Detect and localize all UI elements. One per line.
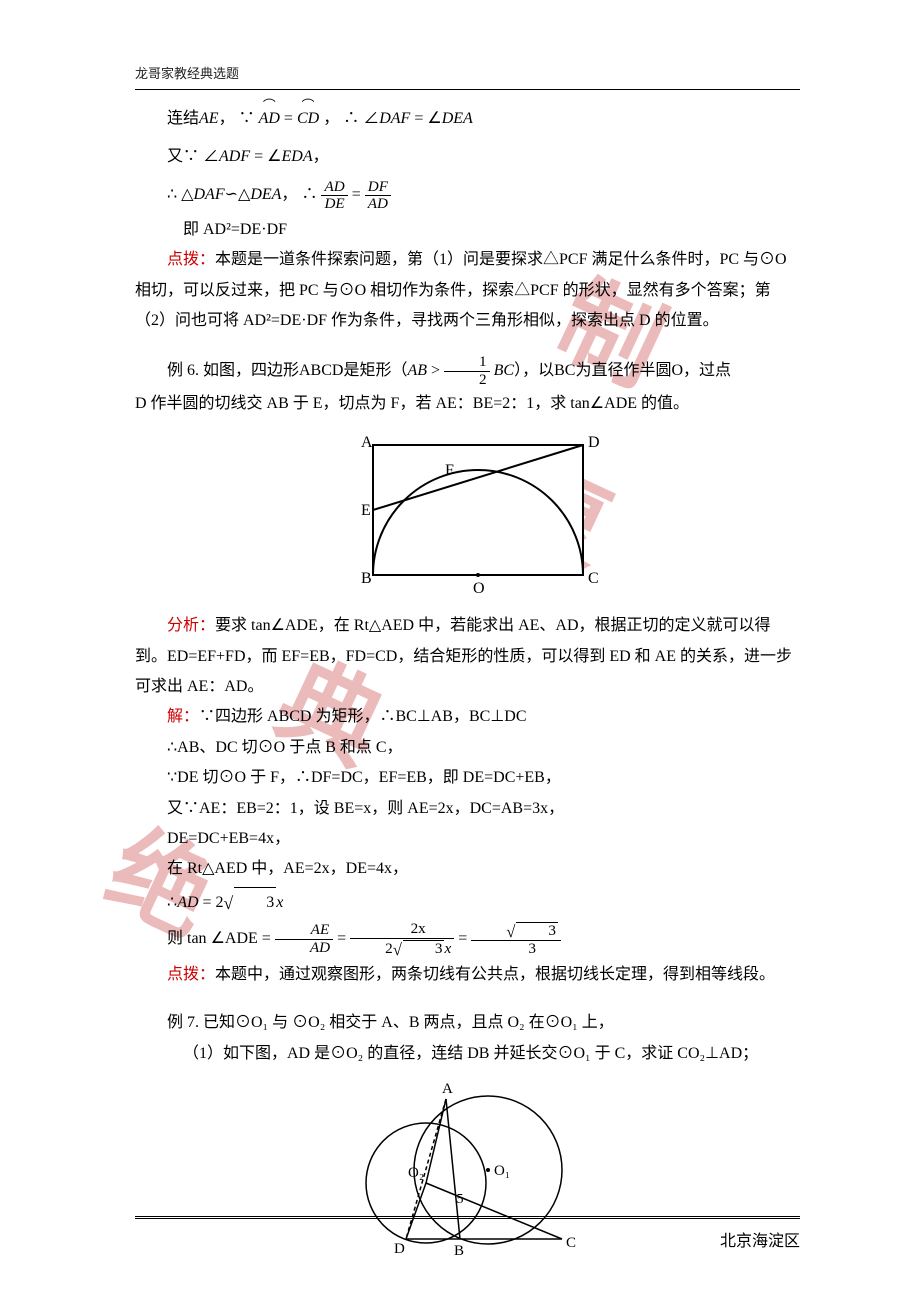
sol-line-3: ∵DE 切⊙O 于 F，∴DF=DC，EF=EB，即 DE=DC+EB， — [135, 763, 800, 793]
example6-title: 例 6. 如图，四边形ABCD是矩形（AB > 12 BC），以BC为直径作半圆… — [135, 354, 800, 388]
svg-text:E: E — [361, 502, 371, 519]
svg-text:A: A — [361, 434, 373, 451]
svg-text:O₁: O₁ — [494, 1163, 510, 1179]
sol-line-5: DE=DC+EB=4x， — [135, 824, 800, 854]
svg-text:F: F — [445, 462, 454, 479]
example7-title: 例 7. 已知⊙O₁ 与 ⊙O₂ 相交于 A、B 两点，且点 O₂ 在⊙O₁ 上… — [135, 1008, 800, 1038]
sol-line-2: ∴AB、DC 切⊙O 于点 B 和点 C， — [135, 733, 800, 763]
proof-line-3: ∴ △DAF∽△DEA， ∴ ADDE = DFAD — [167, 176, 800, 214]
sol-line-1: 解：∵四边形 ABCD 为矩形，∴BC⊥AB，BC⊥DC — [135, 702, 800, 732]
proof-line-4: 即 AD²=DE·DF — [135, 215, 800, 245]
svg-text:D: D — [394, 1241, 405, 1257]
sol-line-7: ∴AD = 2√3x — [135, 885, 800, 918]
example6-figure: A D E F B C O — [135, 425, 800, 605]
example7-figure: A B C D O₂ O₁ — [135, 1075, 800, 1260]
example6-hint: 点拨：本题中，通过观察图形，两条切线有公共点，根据切线长定理，得到相等线段。 — [135, 960, 800, 990]
example7-sub1: （1）如下图，AD 是⊙O₂ 的直径，连结 DB 并延长交⊙O₁ 于 C，求证 … — [135, 1039, 800, 1069]
hint-1: 点拨：本题是一道条件探索问题，第（1）问是要探求△PCF 满足什么条件时，PC … — [135, 245, 800, 336]
example6-title-2: D 作半圆的切线交 AB 于 E，切点为 F，若 AE：BE=2：1，求 tan… — [135, 389, 800, 419]
proof-line-2: 又∵ ∠ADF = ∠EDA， — [167, 138, 800, 176]
svg-text:D: D — [588, 434, 600, 451]
svg-text:B: B — [361, 570, 372, 587]
svg-text:A: A — [442, 1081, 453, 1097]
example6-analysis: 分析：要求 tan∠ADE，在 Rt△AED 中，若能求出 AE、AD，根据正切… — [135, 611, 800, 702]
proof-line-1: 连结AE， ∵ AD = CD ， ∴ ∠DAF = ∠DEA — [167, 100, 800, 138]
svg-text:O: O — [473, 580, 485, 597]
header-rule — [135, 89, 800, 90]
sol-line-4: 又∵AE：EB=2：1，设 BE=x，则 AE=2x，DC=AB=3x， — [135, 794, 800, 824]
svg-text:O₂: O₂ — [408, 1165, 424, 1181]
page-header: 龙哥家教经典选题 — [135, 62, 800, 87]
sol-line-8: 则 tan ∠ADE = AEAD = 2x2√3x = √33 — [135, 918, 800, 960]
sol-line-6: 在 Rt△AED 中，AE=2x，DE=4x， — [135, 854, 800, 884]
svg-text:C: C — [588, 570, 599, 587]
svg-text:C: C — [566, 1235, 576, 1251]
svg-text:B: B — [454, 1243, 464, 1259]
